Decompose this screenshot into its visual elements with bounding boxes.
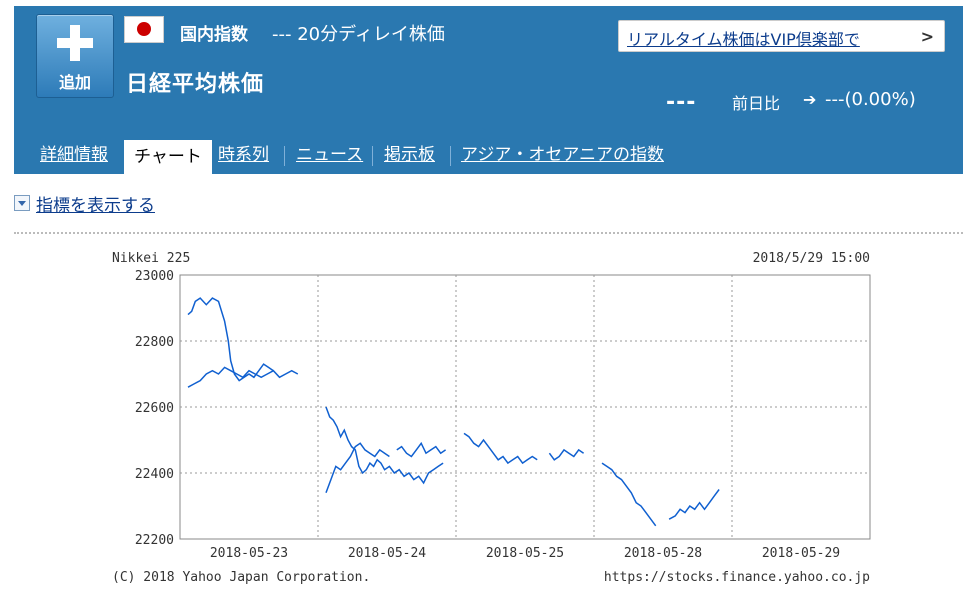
delay-notice: --- 20分ディレイ株価 — [272, 24, 445, 45]
chart-timestamp: 2018/5/29 15:00 — [753, 251, 870, 266]
chevron-down-icon — [14, 195, 30, 211]
price-series-line — [548, 448, 585, 461]
vip-club-link[interactable]: リアルタイム株価はVIP倶楽部で > — [618, 20, 945, 52]
tab-asia-indices[interactable]: アジア・オセアニアの指数 — [461, 145, 664, 165]
x-tick-label: 2018-05-23 — [210, 546, 288, 561]
price-series-line — [463, 432, 538, 465]
y-tick-label: 22600 — [135, 401, 174, 416]
price-series-line — [396, 441, 447, 458]
y-tick-label: 22400 — [135, 467, 174, 482]
market-type: 国内指数 — [180, 25, 248, 45]
divider — [14, 232, 963, 234]
tab-news[interactable]: ニュース — [296, 145, 364, 165]
chart-source-url: https://stocks.finance.yahoo.co.jp — [604, 570, 870, 585]
tab-separator — [284, 146, 285, 166]
plus-icon — [57, 25, 93, 61]
arrow-right-icon: ➔ — [803, 90, 817, 109]
price-series-line — [325, 406, 444, 485]
y-tick-label: 23000 — [135, 269, 174, 284]
tab-separator — [372, 146, 373, 166]
y-tick-label: 22800 — [135, 335, 174, 350]
chart: Nikkei 225 2018/5/29 15:00 (C) 2018 Yaho… — [100, 240, 880, 590]
chart-title: Nikkei 225 — [112, 251, 190, 266]
indicator-toggle-label[interactable]: 指標を表示する — [36, 196, 155, 216]
tab-chart[interactable]: チャート — [124, 140, 212, 174]
price-series-line — [325, 442, 390, 494]
tab-board[interactable]: 掲示板 — [384, 145, 435, 165]
chevron-right-icon: > — [920, 27, 934, 46]
tab-details[interactable]: 詳細情報 — [40, 145, 108, 165]
y-tick-label: 22200 — [135, 533, 174, 548]
change-label: 前日比 — [732, 94, 781, 113]
price-series-line — [187, 366, 299, 388]
chart-copyright: (C) 2018 Yahoo Japan Corporation. — [112, 570, 370, 585]
x-tick-label: 2018-05-28 — [624, 546, 702, 561]
index-name: 日経平均株価 — [126, 72, 265, 97]
tab-timeseries[interactable]: 時系列 — [218, 145, 269, 165]
x-tick-label: 2018-05-24 — [348, 546, 426, 561]
add-to-portfolio-button[interactable]: 追加 — [36, 14, 114, 98]
price-series-line — [187, 297, 274, 382]
japan-flag-icon — [124, 16, 164, 43]
add-button-label: 追加 — [58, 73, 91, 92]
x-tick-label: 2018-05-29 — [762, 546, 840, 561]
price-series-line — [668, 489, 720, 520]
change-value: ---(0.00%) — [825, 89, 916, 110]
price-series-line — [601, 462, 657, 527]
chart-svg: Nikkei 225 2018/5/29 15:00 (C) 2018 Yaho… — [112, 251, 871, 585]
x-tick-label: 2018-05-25 — [486, 546, 564, 561]
vip-club-link-text[interactable]: リアルタイム株価はVIP倶楽部で — [627, 30, 860, 49]
price-value: --- — [666, 90, 697, 115]
tab-separator — [450, 146, 451, 166]
